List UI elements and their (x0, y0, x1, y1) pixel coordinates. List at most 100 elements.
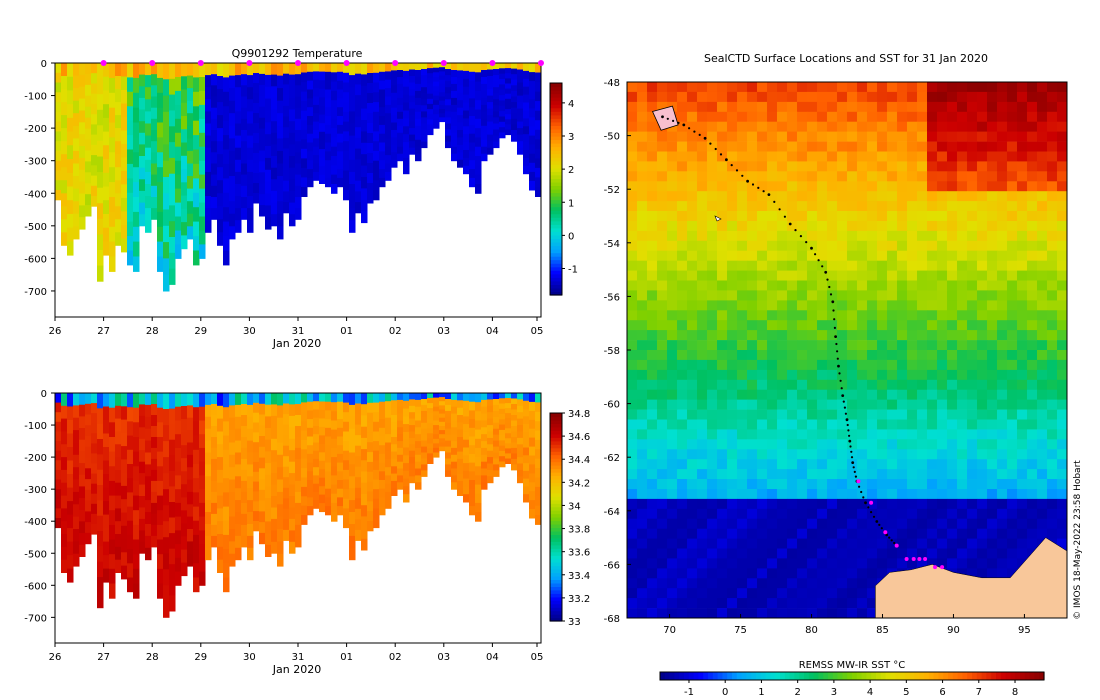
sst-cell (637, 350, 648, 361)
sst-cell (637, 300, 648, 311)
sst-cell (1047, 290, 1058, 301)
sal-cell (109, 554, 116, 570)
sst-cell (827, 598, 838, 609)
sst-cell (627, 151, 638, 162)
sst-cell (1037, 330, 1048, 341)
sal-cell (91, 493, 98, 505)
temp-cell (193, 192, 200, 208)
sst-cell (687, 558, 698, 569)
sst-cell (777, 548, 788, 559)
temp-cell (139, 190, 146, 203)
sst-cell (757, 479, 768, 490)
sal-cell (415, 447, 422, 456)
sst-cell (637, 498, 648, 510)
sal-cell (505, 443, 512, 449)
sst-cell (977, 379, 988, 391)
sst-cell (817, 419, 828, 430)
temp-cell (79, 134, 86, 147)
colorbar-swatch (550, 86, 562, 91)
sst-cell (657, 449, 668, 460)
sal-cell (313, 442, 320, 452)
temp-cell (361, 142, 368, 155)
sal-cell (343, 393, 350, 404)
sst-cell (837, 399, 848, 410)
sal-cell (337, 480, 344, 490)
sst-cell (677, 191, 688, 202)
sst-cell (727, 429, 738, 440)
temp-cell (271, 121, 278, 134)
sst-cell (1017, 538, 1028, 549)
sst-cell (887, 548, 898, 559)
sst-cell (677, 280, 688, 291)
sst-cell (757, 161, 768, 172)
sst-cell (857, 141, 868, 152)
temp-cell (247, 87, 254, 100)
temp-cell (391, 144, 398, 153)
temp-cell (331, 90, 338, 101)
sal-cell (307, 480, 314, 490)
sst-cell (917, 270, 928, 281)
temp-cell (475, 109, 482, 120)
sal-cell (265, 404, 272, 417)
sal-cell (307, 506, 314, 516)
sst-cell (807, 568, 818, 579)
sal-cell (193, 421, 200, 437)
temp-cell (265, 217, 272, 230)
sal-cell (361, 505, 368, 517)
sst-cell (797, 310, 808, 321)
sst-cell (937, 489, 948, 500)
sal-cell (103, 568, 110, 583)
sst-cell (1017, 439, 1028, 450)
temp-cell (367, 103, 374, 114)
sst-cell (877, 82, 888, 93)
sst-cell (787, 409, 798, 420)
temp-cell (481, 90, 488, 99)
temp-cell (451, 132, 458, 141)
temp-cell (253, 93, 260, 104)
colorbar-swatch (550, 217, 562, 222)
temp-cell (241, 96, 248, 109)
temp-cell (481, 63, 488, 71)
temp-cell (91, 185, 98, 197)
sst-cell (707, 439, 718, 450)
temp-cell (493, 87, 500, 94)
temp-cell (511, 63, 518, 70)
temp-cell (169, 142, 176, 159)
sst-cell (1027, 389, 1038, 400)
sst-cell (997, 469, 1008, 480)
sal-cell (343, 412, 350, 423)
sal-cell (241, 458, 248, 471)
x-axis-label: Jan 2020 (272, 337, 321, 350)
temp-cell (469, 169, 476, 179)
temp-cell (55, 111, 62, 123)
sal-cell (391, 473, 398, 482)
sal-cell (493, 452, 500, 459)
sst-cell (717, 221, 728, 232)
sal-cell (355, 435, 362, 447)
sst-cell (847, 211, 858, 222)
sst-cell (1057, 429, 1068, 440)
sal-cell (379, 393, 386, 403)
sal-cell (475, 420, 482, 431)
temp-cell (67, 186, 74, 201)
temp-cell (427, 119, 434, 125)
sst-cell (887, 300, 898, 311)
temp-cell (499, 105, 506, 112)
sal-cell (313, 409, 320, 419)
temp-cell (289, 144, 296, 157)
sst-cell (737, 230, 748, 242)
sst-cell (887, 161, 898, 172)
sal-cell (355, 424, 362, 436)
sst-cell (667, 171, 678, 182)
temp-cell (85, 161, 92, 173)
sal-cell (229, 491, 236, 505)
sal-cell (205, 440, 212, 453)
x-tick-label: 29 (194, 652, 207, 663)
sst-cell (1057, 141, 1068, 152)
sal-cell (343, 489, 350, 500)
sst-cell (787, 300, 798, 311)
sst-cell (1047, 429, 1058, 440)
sst-cell (727, 459, 738, 470)
sst-cell (687, 469, 698, 480)
sst-cell (807, 250, 818, 261)
